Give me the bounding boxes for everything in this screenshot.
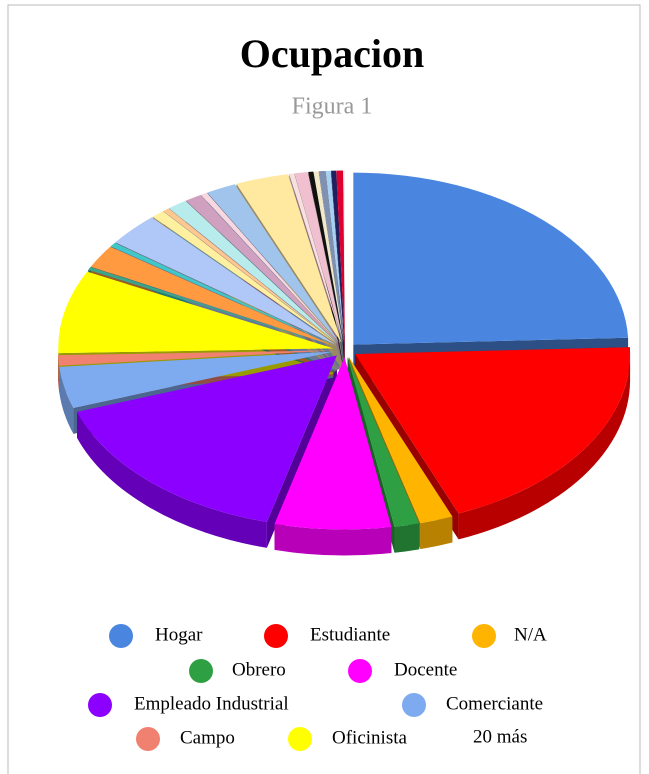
legend-label: Oficinista — [332, 727, 407, 748]
slice — [58, 271, 334, 354]
slice-side — [420, 516, 453, 550]
legend-label: Obrero — [232, 659, 286, 680]
pie — [58, 170, 631, 556]
slice — [169, 200, 338, 344]
slice — [200, 192, 340, 344]
slice — [88, 267, 335, 347]
slice — [59, 351, 334, 408]
slice — [274, 357, 392, 530]
slice-side — [59, 366, 74, 434]
legend-swatch — [264, 624, 288, 648]
legend-swatch — [472, 624, 496, 648]
legend-label: Comerciante — [446, 693, 543, 714]
slice — [343, 170, 345, 343]
slice — [163, 208, 338, 345]
slice — [355, 347, 631, 514]
slice — [289, 173, 343, 343]
slice — [348, 357, 453, 524]
slice — [90, 246, 335, 347]
slice — [186, 194, 339, 344]
legend-label: Campo — [180, 727, 235, 748]
slice — [313, 171, 344, 343]
slice — [58, 350, 334, 366]
slice — [318, 170, 345, 343]
legend-swatch — [88, 693, 112, 717]
slice-side — [394, 523, 420, 553]
slice — [325, 170, 345, 343]
legend-swatch — [402, 693, 426, 717]
slice — [331, 170, 345, 343]
slice — [110, 242, 336, 346]
slice — [353, 172, 629, 345]
slice — [347, 357, 420, 527]
slice — [207, 184, 340, 344]
slice-face — [266, 355, 337, 548]
slice-side — [458, 354, 631, 540]
legend-swatch — [348, 659, 372, 683]
legend-label: Docente — [394, 659, 457, 680]
chart-subtitle: Figura 1 — [292, 94, 373, 120]
legend-swatch — [109, 624, 133, 648]
slice — [152, 211, 338, 345]
legend-label: Hogar — [155, 624, 203, 645]
slice-side — [274, 523, 392, 556]
legend-swatch — [288, 727, 312, 751]
legend-swatch — [136, 727, 160, 751]
legend-label: Empleado Industrial — [134, 693, 289, 714]
legend-label: Estudiante — [310, 624, 390, 645]
legend-swatch — [189, 659, 213, 683]
slice — [115, 217, 337, 345]
slice — [236, 174, 342, 343]
chart-title: Ocupacion — [240, 31, 424, 76]
chart-frame — [7, 4, 641, 774]
slice — [294, 172, 344, 343]
slice — [77, 355, 337, 522]
slice — [336, 170, 345, 343]
legend-label: N/A — [514, 624, 547, 645]
legend-more: 20 más — [473, 726, 527, 747]
slice-side — [77, 411, 267, 548]
slice — [308, 171, 344, 343]
